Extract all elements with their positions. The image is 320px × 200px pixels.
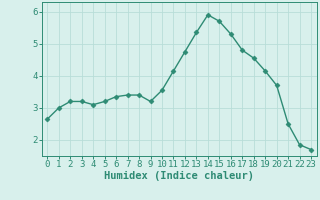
X-axis label: Humidex (Indice chaleur): Humidex (Indice chaleur) — [104, 171, 254, 181]
